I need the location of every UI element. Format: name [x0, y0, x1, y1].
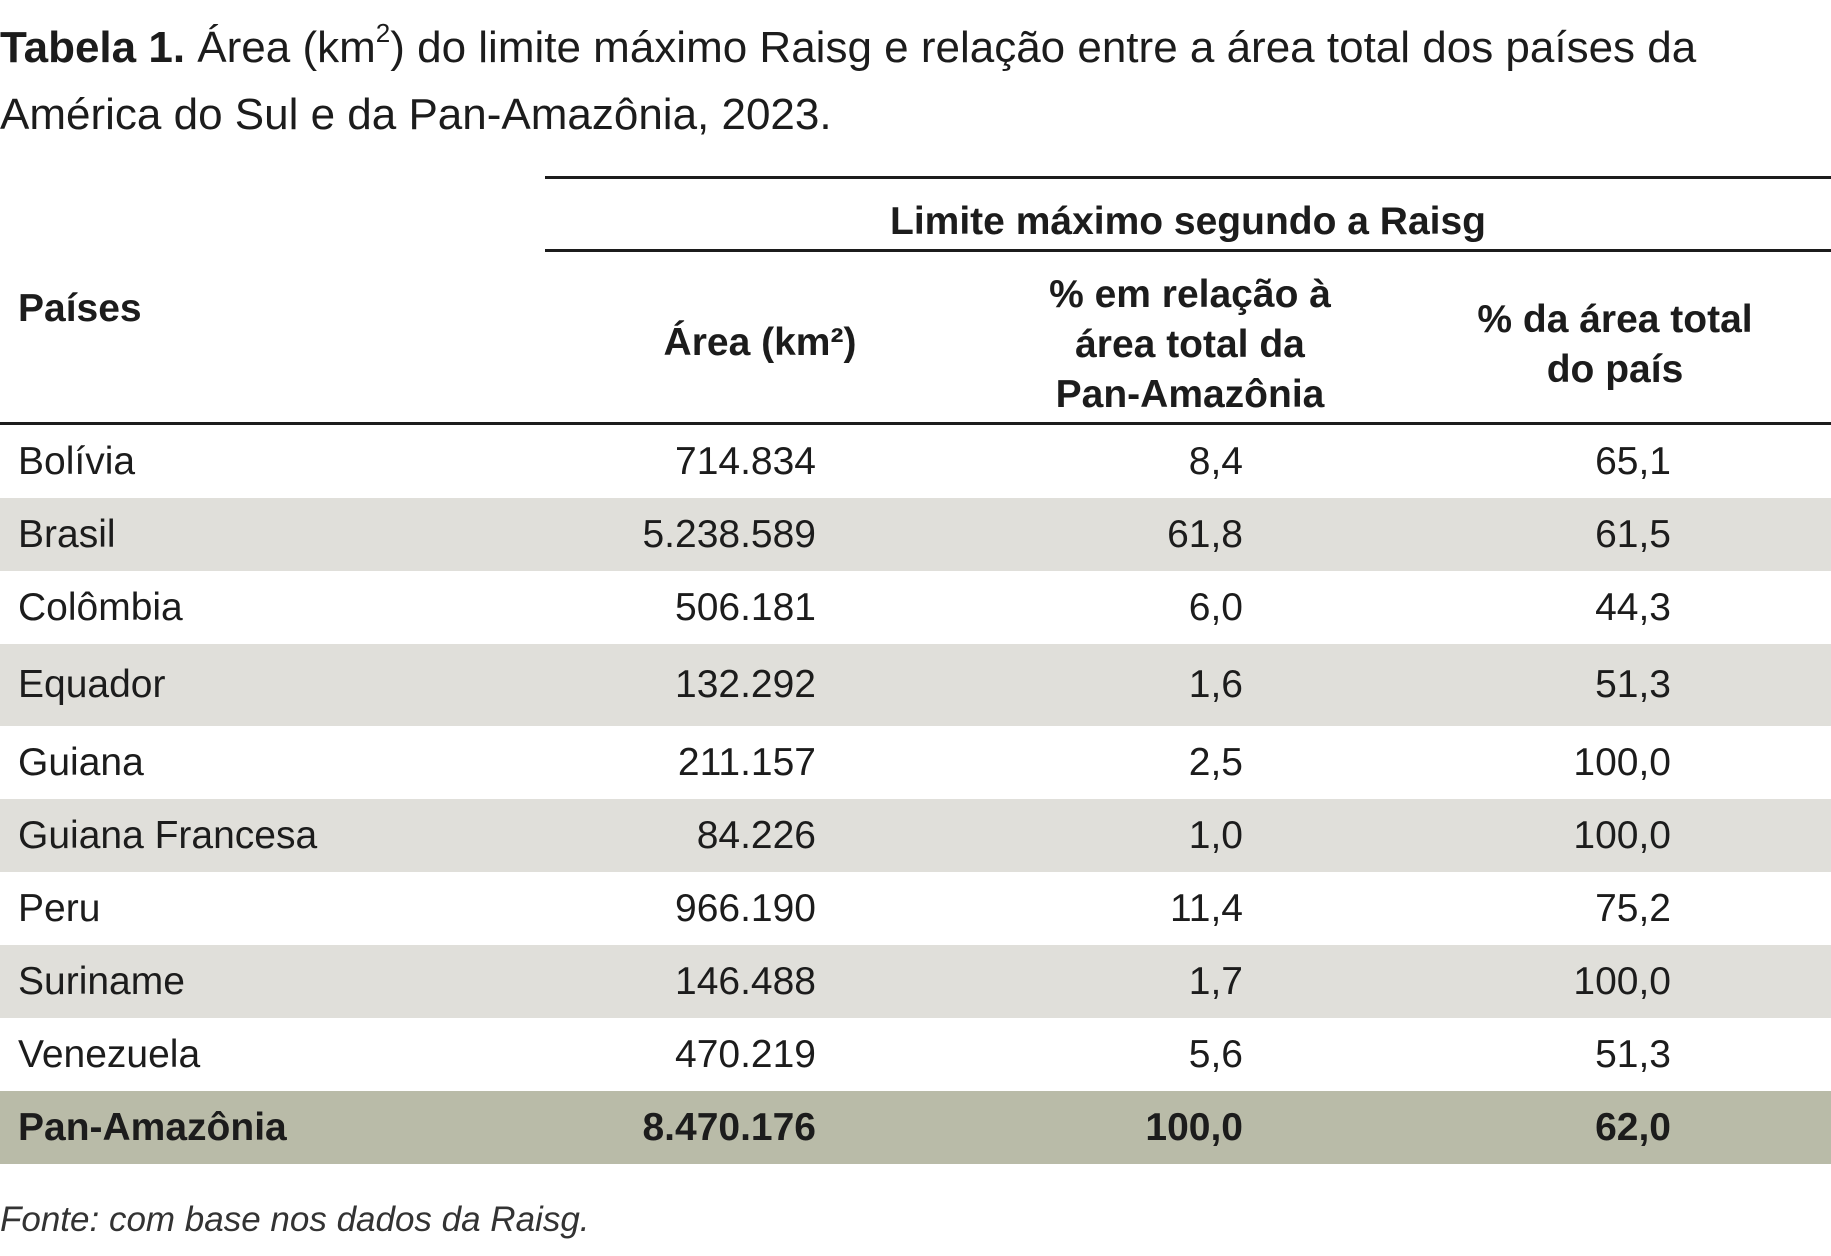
caption-sup: 2 [375, 18, 391, 49]
table-row: Brasil 5.238.589 61,8 61,5 [0, 498, 1831, 571]
table-caption: Tabela 1. Área (km2) do limite máximo Ra… [0, 14, 1800, 148]
cell-area: 211.157 [677, 740, 816, 784]
country-col-header: Países [18, 287, 142, 330]
cell-country-pct: 44,3 [1595, 585, 1671, 629]
cell-country: Guiana [18, 740, 144, 784]
table-row: Colômbia 506.181 6,0 44,3 [0, 571, 1831, 644]
cell-area: 966.190 [675, 886, 816, 930]
table-row: Guiana Francesa 84.226 1,0 100,0 [0, 799, 1831, 872]
cell-country-pct: 75,2 [1595, 886, 1671, 930]
caption-text-a: Área (km [197, 23, 376, 72]
pan-col-header-l2: área total da [1075, 323, 1305, 366]
caption-text-b: ) do limite máximo Raisg e relação entre… [0, 23, 1697, 139]
total-row: Pan-Amazônia 8.470.176 100,0 62,0 [0, 1091, 1831, 1164]
header-bottom-rule [0, 422, 1831, 425]
cell-pan-pct: 6,0 [1188, 585, 1243, 629]
cell-country-pct: 100,0 [1573, 959, 1671, 1003]
area-col-header: Área (km²) [663, 321, 857, 364]
group-underline-rule [545, 249, 1831, 252]
total-country-pct: 62,0 [1595, 1105, 1671, 1149]
total-pan-pct: 100,0 [1145, 1105, 1243, 1149]
cell-pan-pct: 1,7 [1188, 959, 1243, 1003]
cell-country: Brasil [18, 512, 116, 556]
top-group-rule [545, 176, 1831, 179]
table-row: Guiana 211.157 2,5 100,0 [0, 726, 1831, 799]
cell-area: 470.219 [675, 1032, 816, 1076]
cell-country-pct: 51,3 [1595, 663, 1671, 706]
cell-country: Suriname [18, 959, 185, 1003]
country-pct-col-header-l1: % da área total [1477, 298, 1753, 341]
group-header-label: Limite máximo segundo a Raisg [890, 200, 1486, 243]
pan-col-header-l1: % em relação à [1049, 273, 1331, 316]
cell-area: 506.181 [675, 585, 816, 629]
cell-country: Bolívia [18, 439, 136, 483]
cell-country: Guiana Francesa [18, 813, 318, 857]
cell-country-pct: 100,0 [1573, 813, 1671, 857]
total-country: Pan-Amazônia [18, 1105, 287, 1149]
cell-country: Venezuela [18, 1032, 201, 1076]
country-pct-col-header-l2: do país [1546, 348, 1684, 391]
cell-pan-pct: 1,6 [1188, 663, 1243, 706]
table-row: Suriname 146.488 1,7 100,0 [0, 945, 1831, 1018]
group-header: Limite máximo segundo a Raisg [545, 197, 1831, 247]
cell-area: 146.488 [675, 959, 816, 1003]
cell-area: 84.226 [696, 813, 816, 857]
cell-pan-pct: 11,4 [1169, 886, 1243, 930]
country-pct-col-header: % da área total do país [1420, 295, 1810, 395]
cell-pan-pct: 8,4 [1188, 439, 1243, 483]
cell-country: Peru [18, 886, 101, 930]
table-row: Bolívia 714.834 8,4 65,1 [0, 425, 1831, 498]
cell-country: Equador [18, 663, 166, 706]
table-row: Equador 132.292 1,6 51,3 [0, 644, 1831, 726]
cell-area: 714.834 [675, 439, 816, 483]
cell-pan-pct: 1,0 [1188, 813, 1243, 857]
caption-label: Tabela 1. [0, 23, 186, 72]
total-area: 8.470.176 [642, 1105, 816, 1149]
cell-pan-pct: 5,6 [1188, 1032, 1243, 1076]
cell-country-pct: 51,3 [1595, 1032, 1671, 1076]
cell-country-pct: 61,5 [1595, 512, 1671, 556]
source-note: Fonte: com base nos dados da Raisg. [0, 1200, 590, 1239]
cell-area: 5.238.589 [642, 512, 816, 556]
table-row: Peru 966.190 11,4 75,2 [0, 872, 1831, 945]
cell-pan-pct: 2,5 [1188, 740, 1243, 784]
pan-col-header-l3: Pan-Amazônia [1055, 373, 1325, 416]
pan-col-header: % em relação à área total da Pan-Amazôni… [1000, 270, 1380, 420]
cell-area: 132.292 [675, 663, 816, 706]
cell-country-pct: 100,0 [1573, 740, 1671, 784]
cell-country-pct: 65,1 [1595, 439, 1671, 483]
cell-country: Colômbia [18, 585, 183, 629]
table-row: Venezuela 470.219 5,6 51,3 [0, 1018, 1831, 1091]
cell-pan-pct: 61,8 [1167, 512, 1243, 556]
